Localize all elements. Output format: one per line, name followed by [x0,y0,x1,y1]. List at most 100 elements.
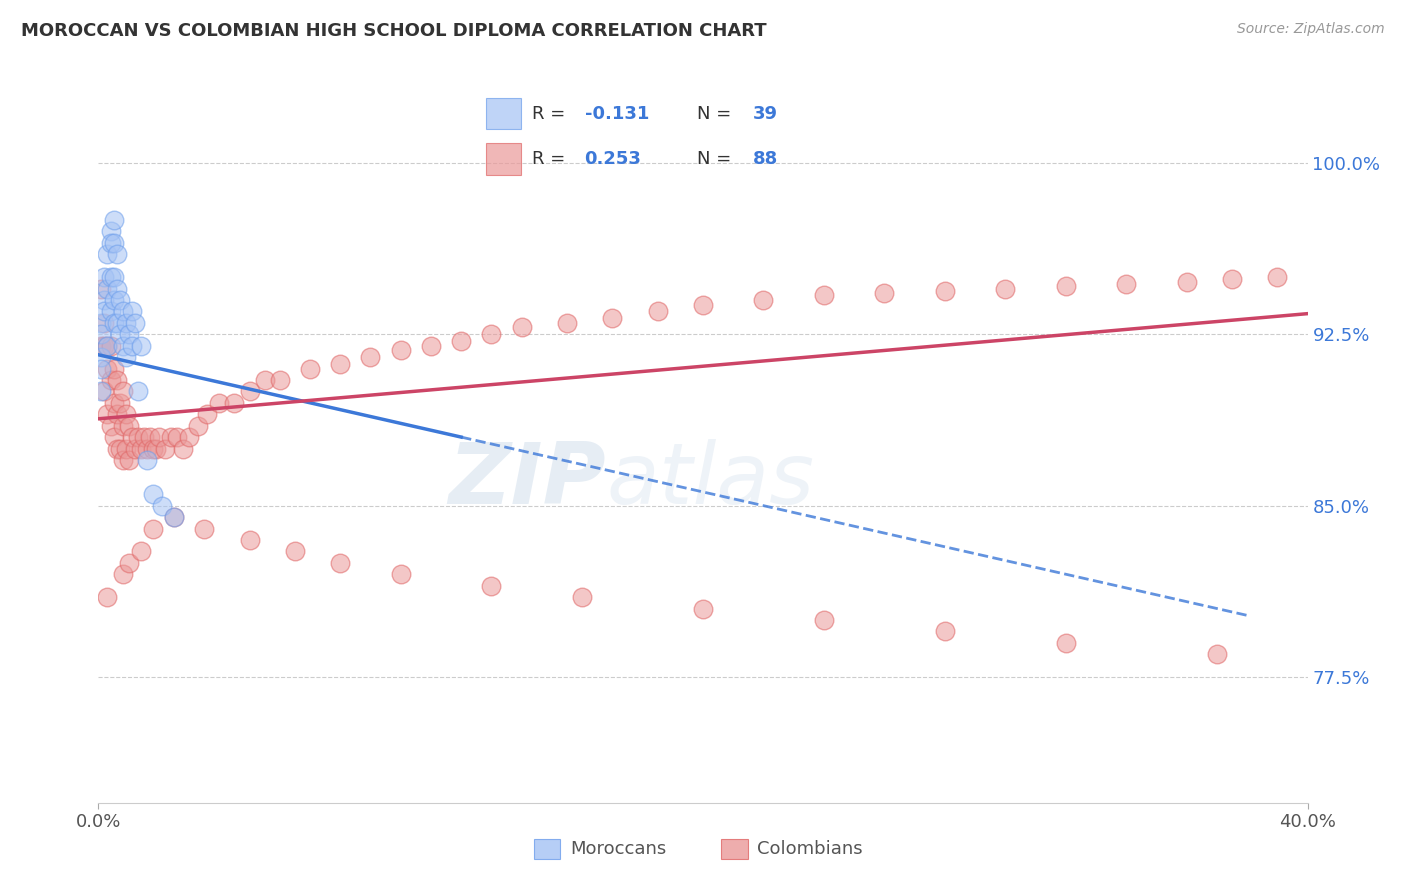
Point [105,442,128,456]
Point [163,510,186,524]
Point [127,430,149,444]
Point [100,338,122,352]
Point [142,442,165,456]
Point [299,361,322,376]
Text: Source: ZipAtlas.com: Source: ZipAtlas.com [1237,22,1385,37]
Point [187,418,209,433]
Point [103,213,125,227]
Point [1206,647,1229,661]
Point [813,613,835,627]
Point [127,384,149,399]
Point [90,361,112,376]
Point [105,247,128,261]
Point [1267,270,1289,285]
Point [121,430,143,444]
Point [1054,279,1077,293]
Point [934,624,956,639]
Point [103,361,125,376]
Text: atlas: atlas [606,440,814,523]
Point [105,373,128,387]
Point [360,350,382,364]
Point [111,304,134,318]
Point [90,384,112,399]
Point [100,418,122,433]
Point [90,316,112,330]
Point [129,338,152,352]
Point [150,499,173,513]
Point [124,316,146,330]
Point [239,384,262,399]
Point [148,430,170,444]
Point [208,396,231,410]
Point [135,442,157,456]
Point [90,350,112,364]
Point [1175,275,1198,289]
Point [103,293,125,307]
Point [103,270,125,285]
Point [121,304,143,318]
Text: Colombians: Colombians [758,840,863,858]
Point [121,338,143,352]
Point [142,487,165,501]
Point [602,311,624,326]
Point [96,338,118,352]
Point [111,567,134,582]
Point [172,442,194,456]
Point [389,567,412,582]
Point [329,357,352,371]
Point [145,442,167,456]
Point [934,284,956,298]
Point [284,544,307,558]
Point [139,430,162,444]
Point [100,224,122,238]
Point [129,544,152,558]
Point [103,396,125,410]
Point [114,442,136,456]
Point [105,407,128,421]
Point [510,320,533,334]
Point [103,235,125,250]
Text: Moroccans: Moroccans [569,840,666,858]
Point [163,510,186,524]
Text: MOROCCAN VS COLOMBIAN HIGH SCHOOL DIPLOMA CORRELATION CHART: MOROCCAN VS COLOMBIAN HIGH SCHOOL DIPLOM… [21,22,766,40]
Point [118,556,141,570]
Point [329,556,352,570]
Point [224,396,246,410]
Point [96,281,118,295]
Point [93,316,115,330]
FancyBboxPatch shape [721,838,748,859]
Point [90,327,112,342]
Point [166,430,188,444]
Point [100,373,122,387]
Point [93,304,115,318]
Point [100,235,122,250]
Point [111,453,134,467]
Point [111,384,134,399]
Point [103,316,125,330]
Point [114,316,136,330]
Point [555,316,578,330]
Point [129,442,152,456]
Point [193,521,215,535]
Point [105,316,128,330]
Point [135,453,157,467]
Point [96,247,118,261]
Point [195,407,218,421]
Point [100,270,122,285]
Point [239,533,262,547]
Point [93,384,115,399]
Point [481,327,503,342]
Point [692,601,714,615]
Point [813,288,835,302]
Point [1220,272,1243,286]
Point [118,453,141,467]
Point [96,361,118,376]
Point [111,418,134,433]
Point [481,579,503,593]
Point [114,350,136,364]
Text: ZIP: ZIP [449,440,606,523]
Point [389,343,412,358]
Point [450,334,472,348]
Point [692,297,714,311]
Point [124,442,146,456]
